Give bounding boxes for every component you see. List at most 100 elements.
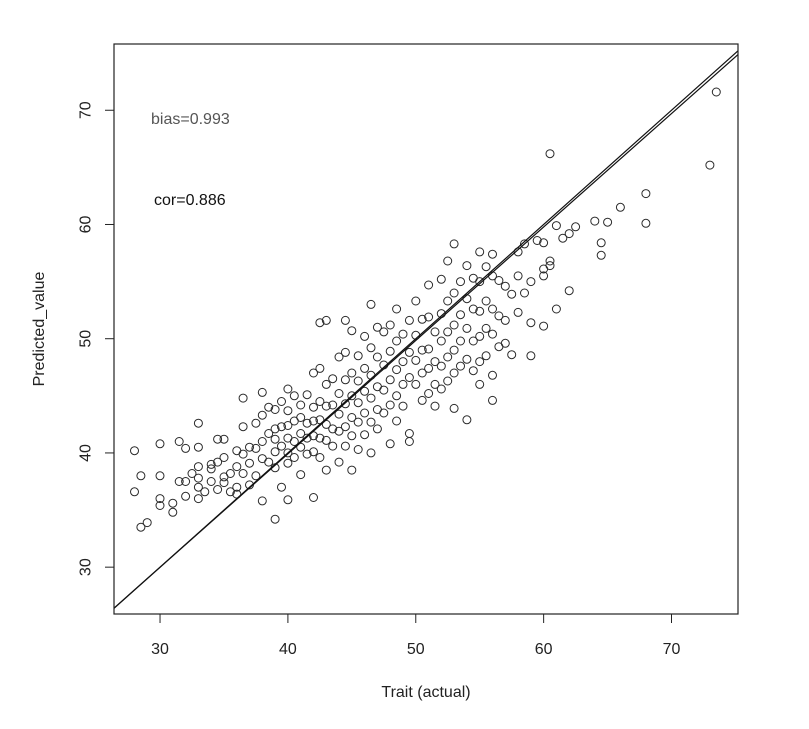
data-point	[564, 286, 574, 296]
data-point	[277, 482, 286, 492]
data-point	[155, 501, 165, 510]
data-point	[475, 306, 485, 316]
data-point	[398, 329, 408, 339]
data-point	[347, 431, 357, 441]
data-point	[219, 478, 229, 488]
data-point	[436, 336, 446, 346]
data-point	[526, 277, 536, 287]
data-point	[372, 352, 382, 362]
y-axis: 30 40 50 60 70	[78, 101, 114, 576]
data-point	[309, 402, 318, 412]
data-point	[347, 368, 357, 378]
data-point	[283, 421, 293, 430]
data-point	[360, 386, 370, 396]
data-point	[596, 238, 606, 248]
data-point	[193, 462, 203, 472]
data-point	[321, 315, 331, 325]
data-point	[392, 304, 402, 314]
data-point	[321, 401, 331, 411]
data-point	[379, 408, 389, 418]
data-point	[398, 401, 408, 411]
data-point	[277, 441, 286, 451]
data-point	[488, 329, 497, 339]
data-point	[130, 446, 139, 456]
data-point	[334, 409, 344, 419]
bias-annotation: bias=0.993	[151, 111, 230, 128]
data-point	[302, 433, 312, 443]
data-point	[257, 496, 267, 506]
data-point	[558, 233, 568, 243]
data-point	[475, 277, 485, 287]
data-point	[340, 422, 350, 432]
data-point	[430, 401, 440, 411]
data-point	[494, 276, 504, 285]
x-axis: 30 40 50 60 70	[151, 614, 681, 658]
data-point	[462, 323, 472, 333]
data-point	[334, 426, 344, 436]
x-tick-label: 30	[151, 641, 169, 658]
data-point	[181, 477, 191, 486]
data-point	[481, 351, 491, 361]
data-point	[257, 410, 267, 420]
data-point	[315, 453, 325, 462]
data-point	[456, 310, 465, 320]
x-tick-label: 50	[407, 641, 425, 658]
data-point	[213, 434, 223, 444]
data-point	[270, 405, 280, 414]
data-point	[475, 331, 485, 341]
data-point	[468, 366, 478, 376]
data-point	[187, 469, 197, 478]
x-tick-label: 60	[535, 641, 553, 658]
data-point	[488, 249, 497, 259]
data-point	[494, 311, 504, 321]
data-point	[193, 442, 203, 452]
data-point	[219, 453, 229, 462]
data-point	[430, 379, 440, 389]
data-point	[366, 448, 376, 458]
data-point	[443, 256, 453, 266]
data-point	[392, 391, 402, 401]
data-point	[257, 387, 267, 397]
data-point	[417, 368, 427, 378]
points-layer	[130, 87, 721, 532]
data-point	[596, 250, 606, 260]
data-point	[174, 477, 184, 486]
data-point	[302, 390, 312, 400]
data-point	[481, 262, 491, 272]
data-point	[315, 363, 325, 373]
data-point	[328, 400, 338, 410]
data-point	[379, 385, 389, 395]
data-point	[289, 453, 299, 462]
data-point	[507, 350, 517, 360]
data-point	[449, 345, 459, 355]
data-point	[539, 238, 549, 248]
data-point	[513, 307, 523, 317]
data-point	[520, 239, 529, 249]
data-point	[251, 443, 261, 453]
data-point	[462, 261, 472, 271]
data-point	[270, 434, 280, 444]
y-tick-label: 40	[78, 444, 95, 462]
data-point	[353, 376, 363, 386]
lines-layer	[114, 50, 738, 609]
data-point	[500, 315, 510, 325]
data-point	[392, 365, 402, 375]
data-point	[340, 375, 350, 385]
data-point	[404, 347, 414, 357]
data-point	[206, 464, 216, 474]
data-point	[328, 424, 338, 434]
data-point	[417, 345, 427, 355]
data-point	[340, 347, 350, 357]
data-point	[193, 494, 203, 504]
data-point	[155, 439, 165, 449]
data-point	[334, 352, 344, 362]
data-point	[449, 239, 459, 249]
data-point	[347, 391, 357, 401]
data-point	[277, 422, 286, 432]
data-point	[545, 256, 555, 266]
data-point	[168, 507, 178, 517]
data-point	[238, 469, 248, 478]
data-point	[232, 462, 242, 472]
data-point	[443, 327, 453, 337]
data-point	[136, 522, 146, 532]
